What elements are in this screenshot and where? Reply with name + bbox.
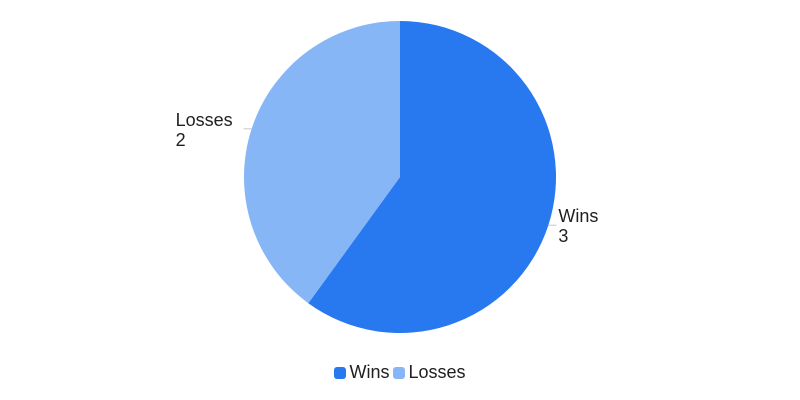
legend-swatch-wins (334, 366, 347, 379)
legend-item-wins[interactable]: Wins (334, 362, 389, 383)
slice-label-name-wins: Wins (558, 206, 598, 226)
slice-label-value-losses: 2 (176, 130, 186, 150)
pie-slices (244, 21, 556, 333)
legend-label-wins: Wins (349, 362, 390, 382)
slice-label-name-losses: Losses (176, 110, 233, 130)
pie-slice-wins[interactable] (308, 21, 556, 333)
legend-item-losses[interactable]: Losses (393, 362, 466, 383)
legend-label-losses: Losses (408, 362, 466, 382)
slice-label-value-wins: 3 (558, 226, 568, 246)
legend: Wins Losses (0, 362, 800, 383)
label-leader-lines (243, 128, 557, 226)
pie-slice-losses[interactable] (244, 21, 400, 304)
legend-swatch-losses (393, 366, 406, 379)
